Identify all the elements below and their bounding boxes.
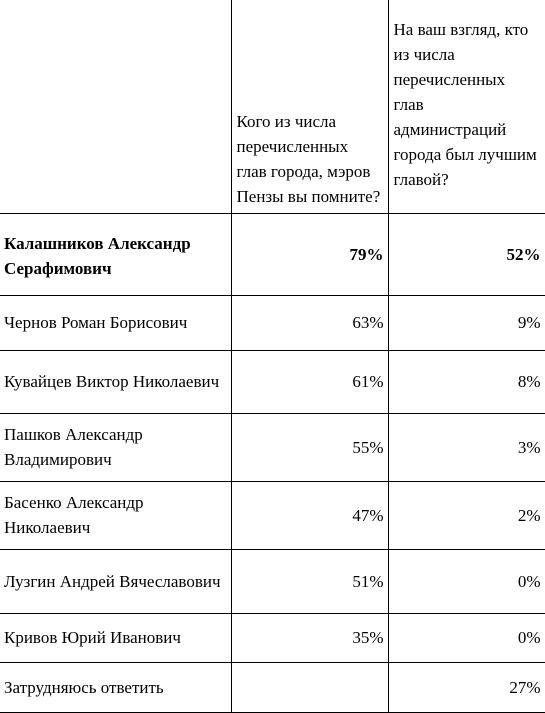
best-percent: 27% [387,661,545,713]
table-row: Калашников Александр Серафимович 79% 52% [0,212,545,296]
remember-percent: 55% [230,412,389,482]
header-row: Кого из числа перечисленных глав города,… [0,0,545,214]
remember-percent: 63% [230,294,389,351]
mayor-name: Калашников Александр Серафимович [0,212,232,296]
best-percent: 8% [387,349,545,414]
best-percent: 0% [387,548,545,614]
table-row: Басенко Александр Николаевич 47% 2% [0,480,545,550]
answer-option: Затрудняюсь ответить [0,661,232,713]
mayor-name: Кривов Юрий Иванович [0,612,232,663]
mayor-name: Пашков Александр Владимирович [0,412,232,482]
remember-percent [230,661,389,713]
mayor-name: Басенко Александр Николаевич [0,480,232,550]
best-percent: 9% [387,294,545,351]
table-row: Затрудняюсь ответить 27% [0,661,545,713]
remember-percent: 51% [230,548,389,614]
remember-percent: 61% [230,349,389,414]
remember-percent: 47% [230,480,389,550]
remember-percent: 35% [230,612,389,663]
mayor-name: Лузгин Андрей Вячеславович [0,548,232,614]
question-remember-header: Кого из числа перечисленных глав города,… [230,0,389,214]
table-row: Кривов Юрий Иванович 35% 0% [0,612,545,663]
question-best-header: На ваш взгляд, кто из числа перечисленны… [387,0,545,214]
best-percent: 52% [387,212,545,296]
table-row: Чернов Роман Борисович 63% 9% [0,294,545,351]
mayor-name: Кувайцев Виктор Николаевич [0,349,232,414]
best-percent: 2% [387,480,545,550]
table-row: Пашков Александр Владимирович 55% 3% [0,412,545,482]
remember-percent: 79% [230,212,389,296]
table-row: Лузгин Андрей Вячеславович 51% 0% [0,548,545,614]
mayor-name: Чернов Роман Борисович [0,294,232,351]
header-empty-cell [0,0,232,214]
best-percent: 0% [387,612,545,663]
best-percent: 3% [387,412,545,482]
table-row: Кувайцев Виктор Николаевич 61% 8% [0,349,545,414]
